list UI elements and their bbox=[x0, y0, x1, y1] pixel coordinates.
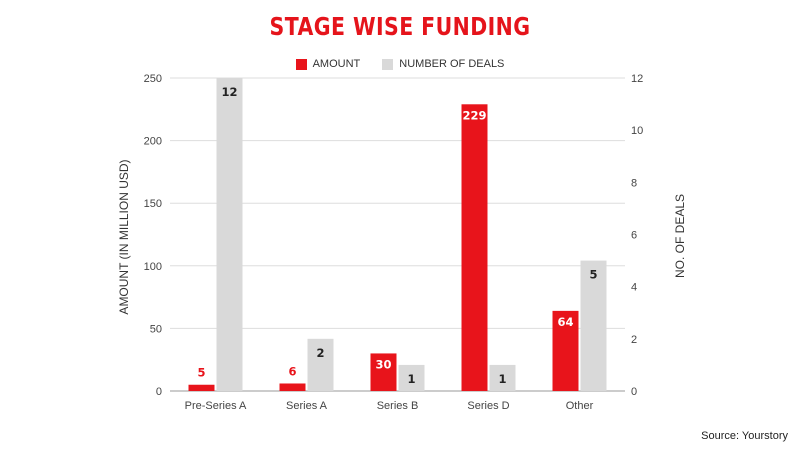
y2-tick-label: 4 bbox=[631, 282, 637, 294]
value-label-deals: 12 bbox=[221, 85, 237, 99]
legend-item-deals: NUMBER OF DEALS bbox=[382, 58, 504, 70]
x-tick-label: Series A bbox=[286, 400, 328, 412]
bar-amount bbox=[552, 310, 579, 391]
value-label-amount: 5 bbox=[197, 366, 205, 380]
bar-deals bbox=[307, 338, 334, 391]
legend-swatch-deals bbox=[382, 58, 394, 70]
y2-tick-label: 8 bbox=[631, 177, 637, 189]
bar-deals bbox=[216, 78, 243, 391]
bar-amount bbox=[370, 353, 397, 391]
bar-amount bbox=[188, 384, 215, 391]
bar-deals bbox=[489, 364, 516, 391]
legend: AMOUNT NUMBER OF DEALS bbox=[0, 58, 800, 70]
value-label-deals: 1 bbox=[407, 372, 415, 386]
y2-tick-label: 10 bbox=[631, 125, 643, 137]
y-tick-label: 250 bbox=[144, 73, 162, 85]
bar-amount bbox=[279, 383, 306, 391]
bar-deals bbox=[398, 364, 425, 391]
y-tick-label: 200 bbox=[144, 136, 162, 148]
y-axis-title: AMOUNT (IN MILLION USD) bbox=[117, 159, 131, 314]
value-label-deals: 1 bbox=[498, 372, 506, 386]
bar-deals bbox=[580, 260, 607, 391]
bar-amount bbox=[461, 104, 488, 392]
legend-item-amount: AMOUNT bbox=[295, 58, 361, 70]
x-tick-label: Pre-Series A bbox=[185, 400, 247, 412]
y2-tick-label: 0 bbox=[631, 386, 637, 398]
y2-tick-label: 2 bbox=[631, 334, 637, 346]
value-label-amount: 30 bbox=[375, 357, 391, 371]
value-label-amount: 229 bbox=[462, 108, 486, 122]
x-tick-label: Series D bbox=[467, 400, 509, 412]
y-tick-label: 100 bbox=[144, 261, 162, 273]
y2-tick-label: 6 bbox=[631, 230, 637, 242]
y2-axis-title: NO. OF DEALS bbox=[673, 194, 687, 278]
value-label-amount: 6 bbox=[288, 364, 296, 378]
legend-label-amount: AMOUNT bbox=[312, 58, 361, 70]
value-label-amount: 64 bbox=[557, 315, 573, 329]
value-label-deals: 2 bbox=[316, 346, 324, 360]
x-tick-label: Series B bbox=[377, 400, 419, 412]
y-tick-label: 150 bbox=[144, 198, 162, 210]
y-tick-label: 50 bbox=[150, 323, 162, 335]
y-tick-label: 0 bbox=[156, 386, 162, 398]
value-label-deals: 5 bbox=[589, 268, 597, 282]
chart-title: STAGE WISE FUNDING bbox=[269, 12, 531, 41]
legend-swatch-amount bbox=[295, 58, 307, 70]
y2-tick-label: 12 bbox=[631, 73, 643, 85]
source-note: Source: Yourstory bbox=[701, 430, 788, 442]
x-tick-label: Other bbox=[566, 400, 594, 412]
legend-label-deals: NUMBER OF DEALS bbox=[399, 58, 505, 70]
